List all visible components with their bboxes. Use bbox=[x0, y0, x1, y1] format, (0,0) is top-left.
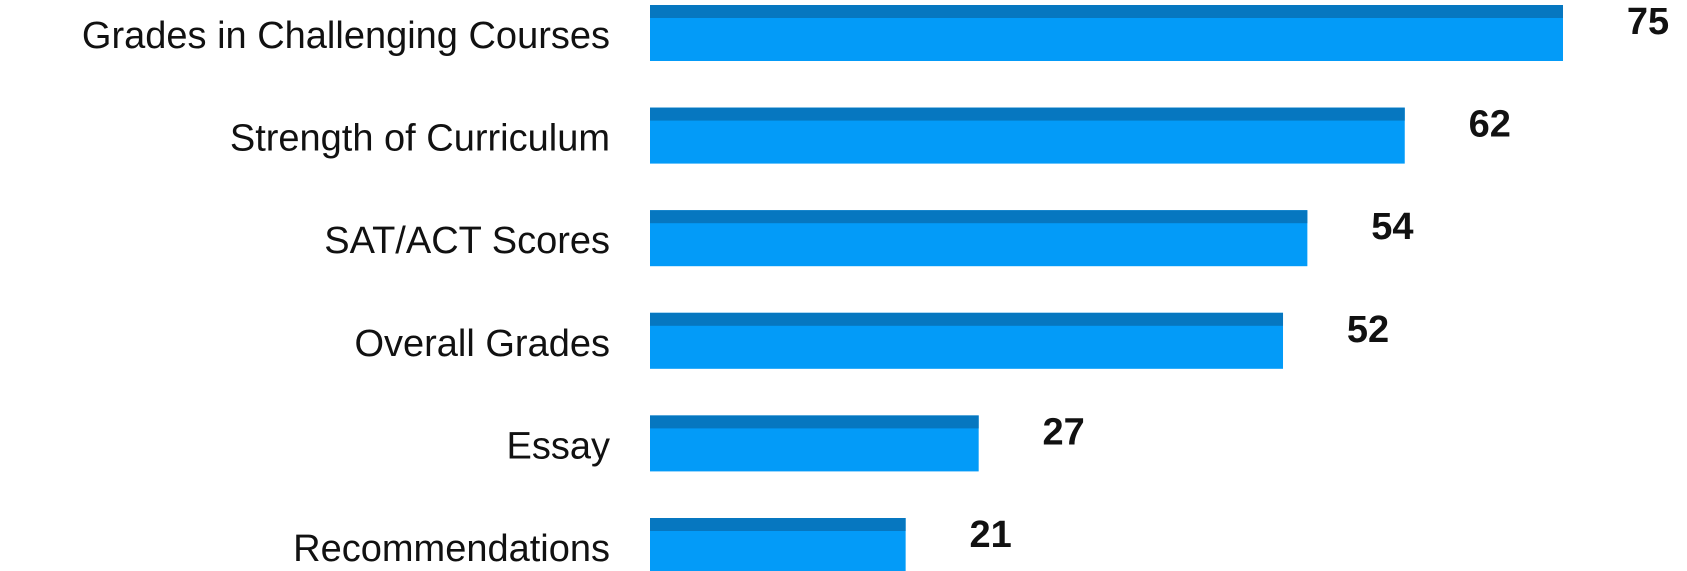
category-label: Essay bbox=[507, 425, 610, 467]
bar-group: Strength of Curriculum 62 bbox=[230, 104, 1511, 164]
bar-top-stripe bbox=[650, 415, 979, 429]
bar-top-stripe bbox=[650, 107, 1405, 121]
bar-group: Essay 27 bbox=[507, 411, 1085, 472]
category-label: Recommendations bbox=[293, 528, 610, 570]
category-label: SAT/ACT Scores bbox=[324, 220, 610, 262]
bar-group: Grades in Challenging Courses 75 bbox=[82, 1, 1669, 61]
bar-group: SAT/ACT Scores 54 bbox=[324, 206, 1414, 267]
bar-group: Recommendations 21 bbox=[293, 514, 1012, 571]
category-label: Strength of Curriculum bbox=[230, 118, 610, 160]
category-label: Overall Grades bbox=[354, 323, 610, 365]
value-label: 21 bbox=[969, 514, 1011, 556]
bar-top-stripe bbox=[650, 210, 1308, 224]
bar-top-stripe bbox=[650, 518, 906, 531]
value-label: 52 bbox=[1347, 309, 1389, 351]
category-label: Grades in Challenging Courses bbox=[82, 15, 610, 57]
value-label: 75 bbox=[1627, 1, 1669, 43]
bar-top-stripe bbox=[650, 5, 1563, 18]
bar-top-stripe bbox=[650, 312, 1284, 326]
value-label: 62 bbox=[1469, 104, 1511, 146]
bar-group: Overall Grades 52 bbox=[354, 309, 1389, 369]
value-label: 27 bbox=[1043, 411, 1085, 453]
value-label: 54 bbox=[1371, 206, 1413, 248]
